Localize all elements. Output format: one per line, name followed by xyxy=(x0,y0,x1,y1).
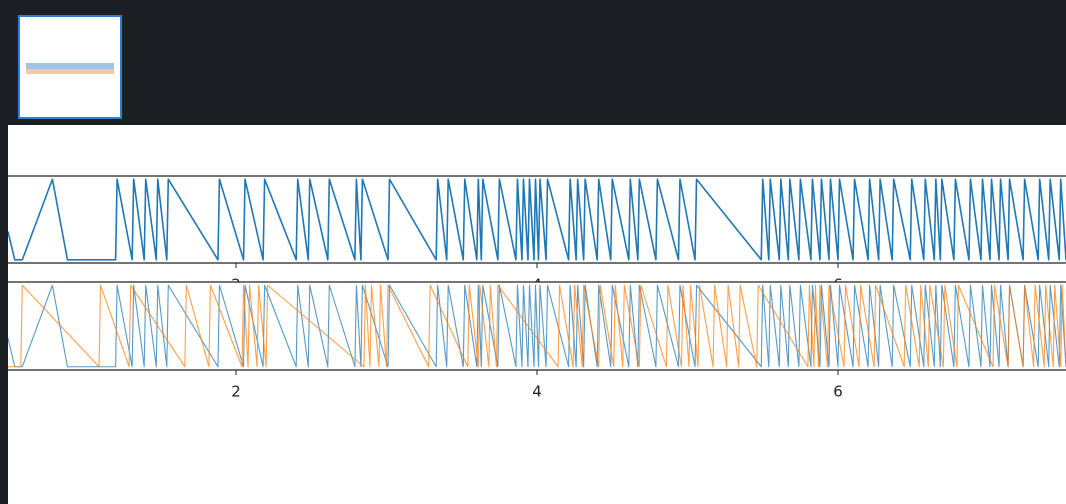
data-line xyxy=(8,284,1066,368)
x-tick-label: 4 xyxy=(532,383,542,401)
thumbnail-strip xyxy=(26,63,114,69)
thumbnail-image xyxy=(26,63,114,74)
thumbnail-strip xyxy=(26,69,114,74)
plot-area xyxy=(8,178,1066,261)
x-tick-label: 6 xyxy=(833,383,843,401)
data-line xyxy=(8,178,1066,261)
thumbnail[interactable] xyxy=(18,15,122,119)
plot-area xyxy=(8,284,1066,368)
x-tick-label: 2 xyxy=(231,383,241,401)
